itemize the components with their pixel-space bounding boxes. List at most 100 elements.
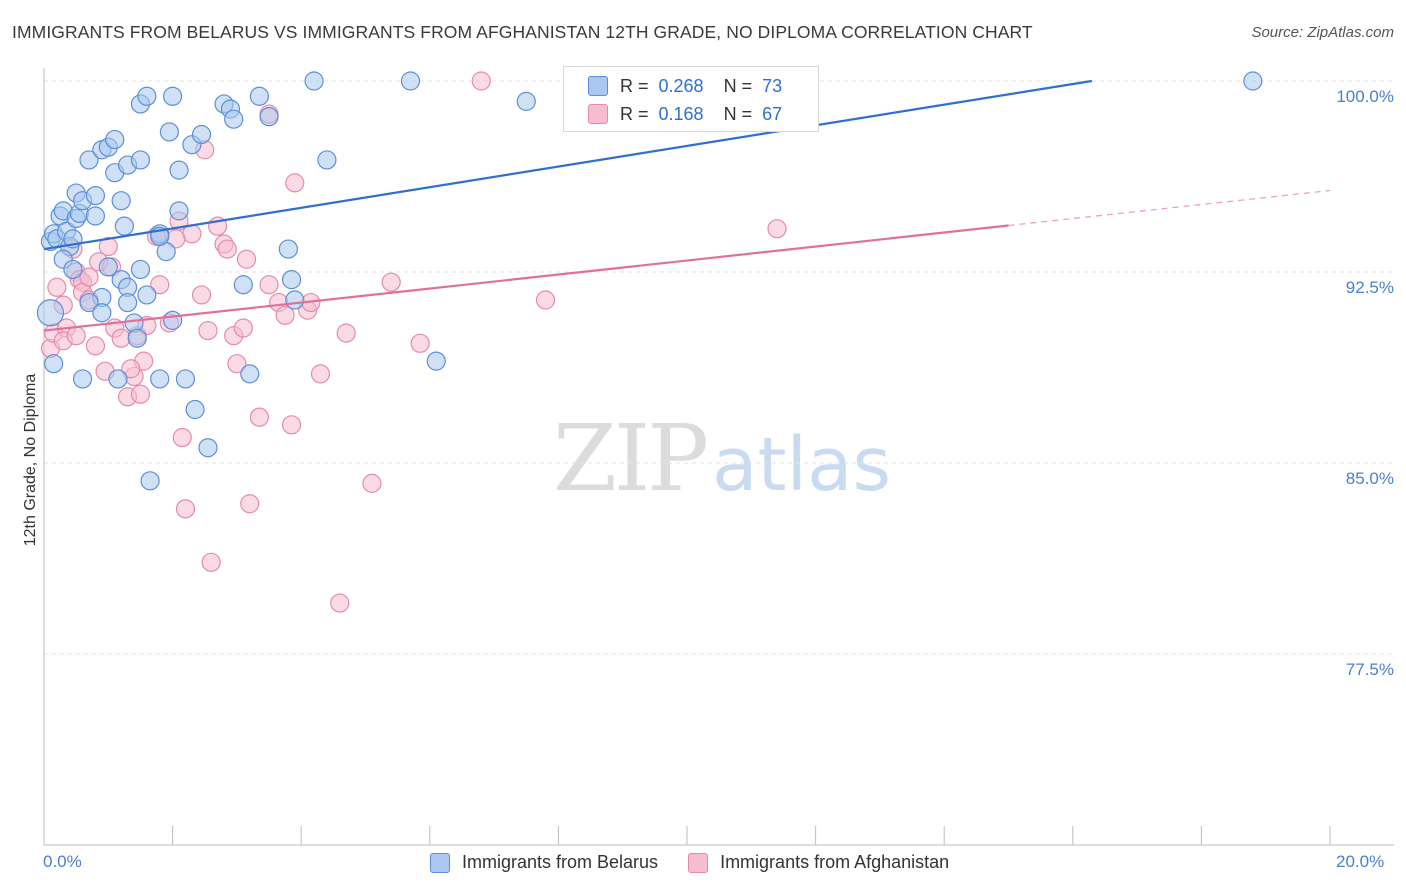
- afghanistan-point: [191, 285, 212, 305]
- belarus-points: [36, 71, 1263, 491]
- y-tick-label: 85.0%: [1345, 469, 1394, 488]
- afghanistan-point: [233, 318, 253, 338]
- legend-n-label: N =: [723, 103, 753, 124]
- belarus-point: [175, 369, 196, 389]
- belarus-point: [516, 91, 536, 111]
- afghanistan-point: [79, 267, 99, 287]
- afghanistan-point: [240, 494, 260, 514]
- afghanistan-point: [310, 364, 331, 384]
- belarus-swatch: [588, 76, 608, 96]
- afghanistan-point: [249, 407, 270, 427]
- belarus-point: [36, 299, 65, 327]
- belarus-point: [92, 303, 112, 323]
- legend-item-label: Immigrants from Belarus: [462, 852, 659, 872]
- belarus-point: [114, 216, 134, 236]
- afghanistan-point: [236, 249, 257, 269]
- afghanistan-points: [40, 71, 787, 613]
- belarus-point: [240, 364, 260, 384]
- legend-r-value: 0.168: [658, 103, 704, 124]
- belarus-point: [304, 71, 324, 91]
- y-axis-label: 12th Grade, No Diploma: [22, 373, 39, 547]
- afghanistan-point: [85, 336, 106, 356]
- afghanistan-swatch: [688, 852, 709, 873]
- afghanistan-point: [259, 275, 279, 295]
- afghanistan-point: [111, 328, 131, 348]
- legend-r-value: 0.268: [658, 75, 704, 96]
- afghanistan-point: [381, 272, 401, 292]
- belarus-point: [259, 107, 279, 127]
- y-tick-label: 77.5%: [1345, 660, 1394, 679]
- x-tick-label-min: 0.0%: [43, 852, 82, 871]
- afghanistan-point: [217, 239, 237, 259]
- afghanistan-point: [535, 290, 556, 310]
- belarus-point: [137, 285, 157, 305]
- belarus-point: [44, 354, 64, 374]
- legend-r-label: R =: [620, 75, 649, 96]
- belarus-point: [137, 86, 157, 106]
- afghanistan-point: [47, 277, 67, 297]
- afghanistan-point: [98, 236, 118, 257]
- belarus-point: [249, 86, 270, 106]
- belarus-point: [185, 399, 205, 420]
- correlation-legend: R = 0.268 N = 73 R = 0.168 N = 67: [563, 66, 819, 132]
- afghanistan-point: [130, 384, 151, 404]
- belarus-point: [150, 369, 170, 389]
- legend-n-label: N =: [723, 75, 753, 96]
- belarus-point: [278, 239, 298, 259]
- legend-r-label: R =: [620, 103, 649, 124]
- series-legend: Immigrants from Belarus Immigrants from …: [430, 852, 979, 873]
- belarus-point: [63, 259, 83, 280]
- belarus-point: [233, 275, 253, 295]
- belarus-point: [108, 369, 128, 389]
- afghanistan-trend-line-extension: [1008, 189, 1331, 227]
- belarus-point: [159, 122, 179, 142]
- belarus-point: [169, 201, 189, 221]
- belarus-point: [130, 150, 151, 170]
- afghanistan-point: [182, 224, 202, 244]
- afghanistan-swatch: [588, 104, 608, 124]
- belarus-point: [281, 270, 302, 290]
- belarus-point: [72, 369, 93, 389]
- belarus-point: [163, 86, 183, 106]
- legend-item-label: Immigrants from Afghanistan: [720, 852, 950, 872]
- afghanistan-point: [410, 333, 430, 353]
- belarus-point: [169, 160, 189, 180]
- belarus-trend-line: [43, 79, 1093, 251]
- afghanistan-point: [150, 275, 170, 295]
- afghanistan-point: [201, 552, 221, 572]
- watermark: ZIPatlas: [553, 405, 891, 512]
- trend-lines: [43, 79, 1331, 332]
- belarus-point: [127, 328, 147, 348]
- belarus-point: [140, 471, 160, 491]
- belarus-point: [163, 310, 183, 330]
- afghanistan-point: [175, 499, 196, 519]
- belarus-point: [111, 191, 131, 211]
- legend-item-belarus: Immigrants from Belarus: [430, 852, 658, 873]
- belarus-point: [317, 150, 337, 170]
- afghanistan-point: [275, 305, 295, 325]
- afghanistan-point: [227, 354, 247, 374]
- afghanistan-point: [336, 323, 356, 343]
- belarus-point: [224, 109, 244, 129]
- belarus-point: [198, 438, 218, 458]
- belarus-point: [191, 124, 212, 145]
- belarus-point: [117, 292, 138, 313]
- watermark-atlas: atlas: [712, 422, 891, 508]
- y-tick-label: 92.5%: [1345, 278, 1394, 297]
- source-credit: Source: ZipAtlas.com: [1251, 24, 1394, 41]
- belarus-point: [85, 206, 106, 226]
- afghanistan-point: [121, 359, 141, 379]
- legend-n-value: 73: [762, 75, 783, 96]
- afghanistan-point: [66, 326, 86, 346]
- afghanistan-point: [172, 427, 192, 448]
- belarus-point: [105, 129, 125, 150]
- afghanistan-point: [362, 473, 382, 493]
- belarus-point: [85, 186, 106, 206]
- afghanistan-point: [767, 219, 787, 239]
- belarus-point: [400, 71, 421, 91]
- y-tick-label: 100.0%: [1336, 87, 1394, 106]
- afghanistan-trend-line: [43, 224, 1009, 332]
- belarus-point: [98, 257, 118, 277]
- x-tick-label-max: 20.0%: [1336, 852, 1385, 871]
